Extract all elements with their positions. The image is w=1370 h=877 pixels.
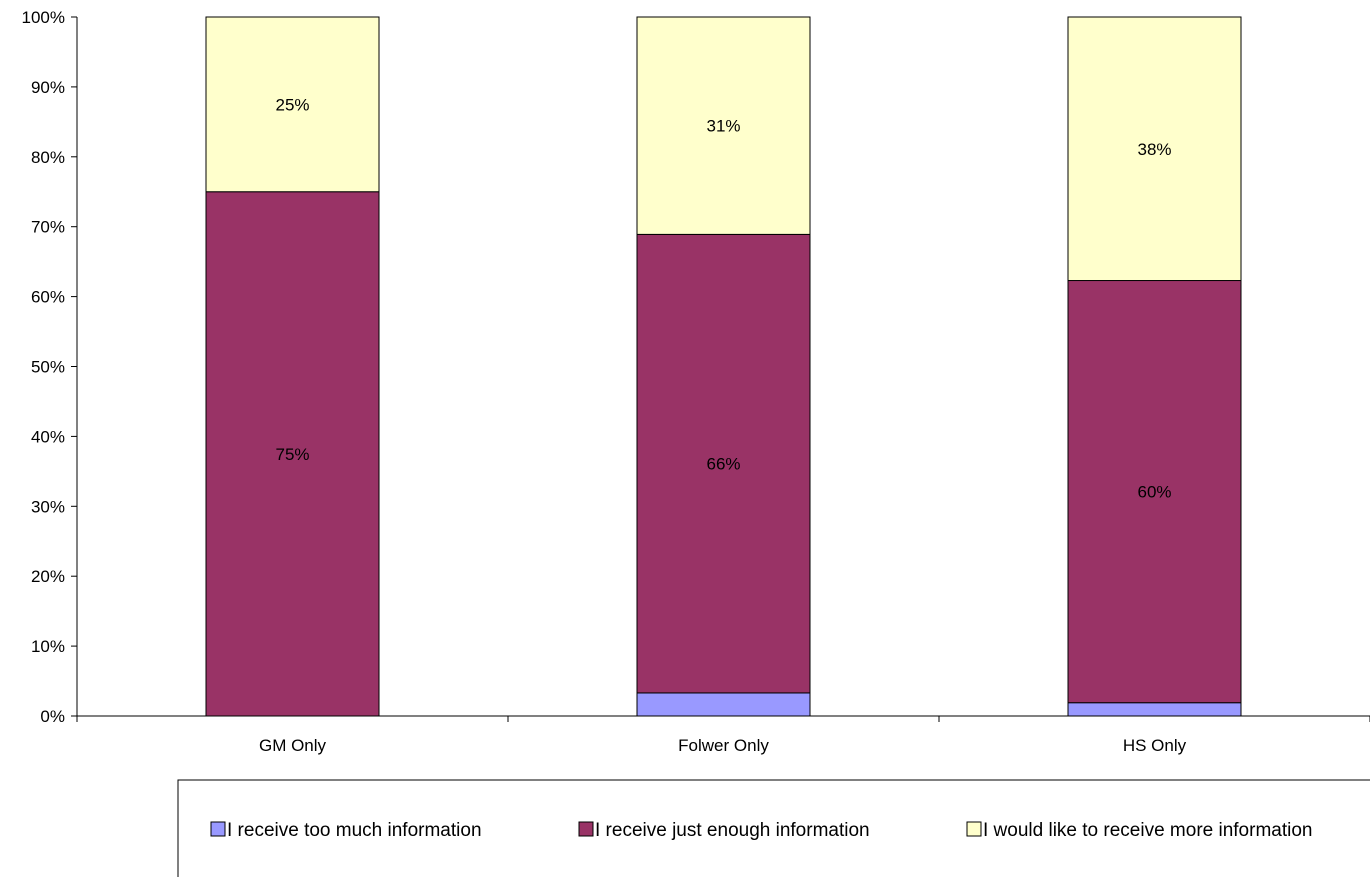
legend-swatch-too-much xyxy=(210,821,226,837)
y-tick-label: 20% xyxy=(31,567,65,586)
legend-border xyxy=(177,779,1370,877)
bar-data-label: 66% xyxy=(706,455,740,474)
bar-segment xyxy=(636,16,811,235)
y-tick-label: 90% xyxy=(31,78,65,97)
y-axis: 0% 10% 20% 30% 40% 50% 60% 70% 80% 90% 100% xyxy=(22,8,78,726)
legend: I receive too much information I receive… xyxy=(177,779,1370,877)
bar-data-label: 75% xyxy=(275,445,309,464)
bars xyxy=(205,16,1242,717)
y-tick-label: 70% xyxy=(31,218,65,237)
x-category-label: HS Only xyxy=(1123,736,1187,755)
legend-label-more: I would like to receive more information xyxy=(983,820,1312,841)
y-tick-label: 10% xyxy=(31,637,65,656)
bar-data-label: 38% xyxy=(1137,140,1171,159)
bar-segment xyxy=(205,191,380,717)
bar-segment xyxy=(1067,16,1242,282)
legend-swatch-more xyxy=(966,821,982,837)
legend-swatch-just-enough xyxy=(578,821,594,837)
bar-data-label: 31% xyxy=(706,117,740,136)
data-labels: 75% 25% 66% 31% 60% 38% xyxy=(275,95,1171,501)
bar-segment xyxy=(1067,702,1242,717)
x-axis: GM Only Folwer Only HS Only xyxy=(76,715,1370,755)
bar-segment xyxy=(636,692,811,717)
bar-segment xyxy=(636,233,811,694)
y-tick-label: 60% xyxy=(31,288,65,307)
bar-data-label: 60% xyxy=(1137,483,1171,502)
bar-segment xyxy=(1067,280,1242,704)
y-tick-label: 80% xyxy=(31,148,65,167)
bar-data-label: 25% xyxy=(275,95,309,114)
x-category-label: Folwer Only xyxy=(678,736,769,755)
x-category-label: GM Only xyxy=(259,736,327,755)
legend-label-too-much: I receive too much information xyxy=(227,820,482,841)
y-tick-label: 30% xyxy=(31,497,65,516)
bar-segment xyxy=(205,16,380,193)
y-tick-label: 100% xyxy=(22,8,65,27)
y-tick-label: 40% xyxy=(31,427,65,446)
legend-label-just-enough: I receive just enough information xyxy=(595,820,870,841)
y-tick-label: 0% xyxy=(40,707,65,726)
y-tick-label: 50% xyxy=(31,358,65,377)
